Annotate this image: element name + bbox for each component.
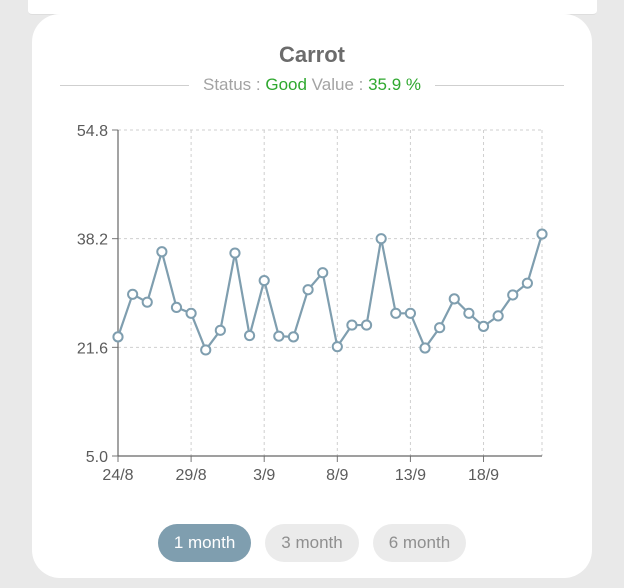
data-point bbox=[477, 320, 490, 332]
data-point bbox=[448, 293, 460, 305]
divider-right bbox=[435, 84, 564, 86]
data-point bbox=[273, 330, 285, 342]
status-text: Status : Good Value : 35.9 % bbox=[189, 75, 435, 95]
data-point bbox=[156, 246, 168, 258]
data-point bbox=[434, 322, 446, 334]
status-value: Good bbox=[265, 75, 307, 94]
data-point bbox=[419, 342, 431, 354]
data-point bbox=[463, 307, 475, 319]
data-point bbox=[229, 247, 241, 259]
line-chart: 5.0 21.6 38.2 54.8 24/8 29/8 3/9 8/9 13/9 18/9 bbox=[77, 123, 548, 484]
y-tick-label: 38.2 bbox=[77, 232, 108, 249]
data-point bbox=[185, 307, 197, 319]
data-point bbox=[317, 267, 329, 279]
x-tick-label: 24/8 bbox=[102, 467, 133, 484]
series-line bbox=[116, 233, 544, 352]
x-tick-label: 8/9 bbox=[326, 467, 348, 484]
x-tick-label: 13/9 bbox=[395, 467, 426, 484]
data-point bbox=[536, 228, 548, 240]
divider-left bbox=[60, 84, 189, 86]
data-point bbox=[287, 331, 300, 343]
data-point bbox=[346, 319, 358, 331]
range-button-6-month[interactable]: 6 month bbox=[372, 524, 467, 562]
range-button-1-month[interactable]: 1 month bbox=[157, 524, 252, 562]
data-point bbox=[141, 296, 153, 308]
data-point bbox=[127, 288, 139, 300]
y-tick-label: 21.6 bbox=[77, 340, 108, 357]
status-label: Status : bbox=[202, 75, 266, 94]
range-buttons: 1 month 3 month 6 month bbox=[32, 524, 592, 562]
data-point bbox=[258, 274, 270, 287]
status-row: Status : Good Value : 35.9 % bbox=[60, 74, 564, 96]
plant-card: Carrot Status : Good Value : 35.9 % 5.0 2… bbox=[32, 14, 592, 578]
data-point bbox=[243, 329, 256, 342]
x-tick-label: 29/8 bbox=[176, 467, 207, 484]
y-tick-label: 5.0 bbox=[86, 449, 108, 466]
data-point bbox=[302, 284, 314, 296]
data-point bbox=[521, 277, 533, 289]
data-point bbox=[492, 310, 504, 322]
data-point bbox=[170, 301, 183, 314]
data-point bbox=[375, 233, 387, 245]
data-point bbox=[331, 341, 343, 353]
data-point bbox=[112, 331, 124, 343]
x-tick-label: 18/9 bbox=[468, 467, 499, 484]
y-tick-label: 54.8 bbox=[77, 123, 108, 140]
x-tick-label: 3/9 bbox=[253, 467, 275, 484]
data-point bbox=[404, 307, 417, 319]
range-button-3-month[interactable]: 3 month bbox=[265, 524, 359, 562]
value-label: Value : bbox=[306, 75, 369, 94]
value-text: 35.9 % bbox=[368, 75, 422, 94]
data-point bbox=[214, 324, 226, 336]
data-point bbox=[360, 319, 373, 331]
card-title: Carrot bbox=[278, 42, 345, 67]
data-point bbox=[200, 344, 212, 356]
data-point bbox=[390, 307, 402, 319]
previous-card-edge bbox=[28, 0, 597, 15]
data-point bbox=[507, 289, 519, 301]
